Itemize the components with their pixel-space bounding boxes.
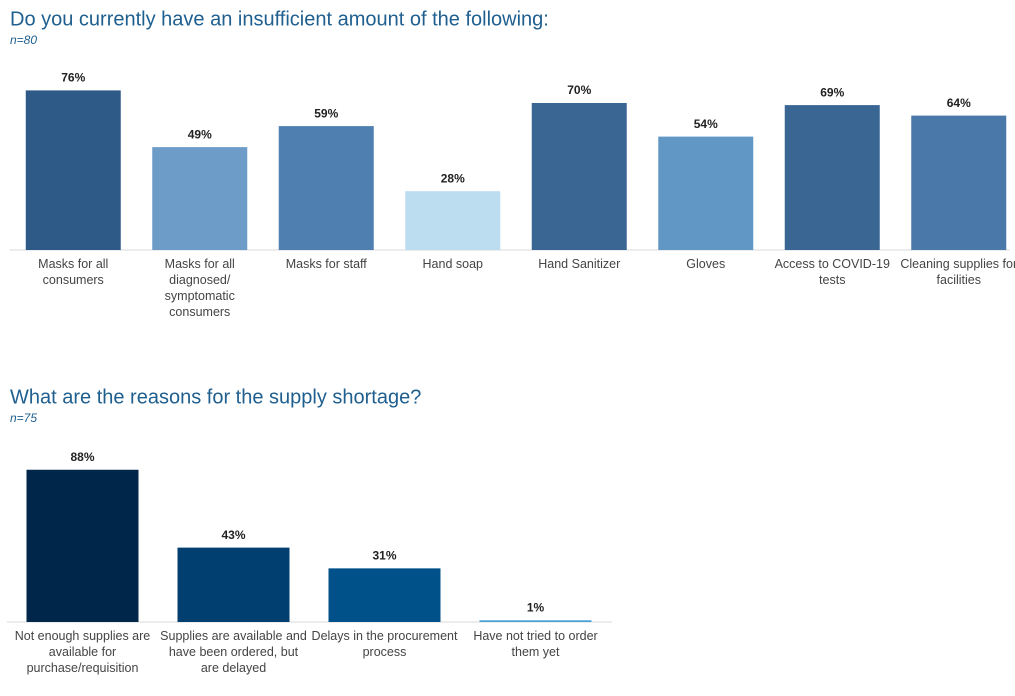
category-label: Have not tried to order them yet [473,629,598,659]
bar [658,136,754,250]
category-label: Not enough supplies are available for pu… [14,629,151,675]
value-label: 88% [70,450,94,464]
category-label-box: Supplies are available and have been ord… [160,629,307,675]
category-label-box: Hand Sanitizer [538,257,621,271]
value-label: 28% [441,171,465,185]
chart-title: What are the reasons for the supply shor… [10,386,421,408]
chart-title: Do you currently have an insufficient am… [10,8,549,30]
bar [784,105,880,250]
value-label: 76% [61,71,85,85]
bar [405,191,501,250]
value-label: 54% [694,117,718,131]
bar [479,620,592,622]
category-label: Supplies are available and have been ord… [160,629,307,675]
category-label-box: Masks for all diagnosed/ symptomatic con… [164,257,235,319]
category-label: Delays in the procurement process [311,629,458,659]
value-label: 70% [567,83,591,97]
category-label-box: Have not tried to order them yet [473,629,598,659]
bar [25,90,121,251]
chart-subtitle: n=80 [10,33,37,47]
value-label: 64% [947,96,971,110]
category-label: Access to COVID-19 tests [774,257,890,287]
category-label: Masks for all consumers [38,257,109,287]
bar [152,147,248,250]
bar [531,103,627,250]
category-label: Gloves [686,257,726,271]
value-label: 43% [221,528,245,542]
category-label-box: Masks for all consumers [38,257,109,287]
value-label: 69% [820,85,844,99]
value-label: 49% [188,127,212,141]
category-label: Masks for staff [285,257,367,271]
bar [26,469,139,622]
category-label-box: Not enough supplies are available for pu… [14,629,151,675]
bar [328,568,441,622]
category-label-box: Hand soap [422,257,483,271]
category-label: Hand soap [422,257,483,271]
category-label-box: Delays in the procurement process [311,629,458,659]
bar [911,115,1007,250]
bar [177,547,290,622]
category-label-box: Cleaning supplies for facilities [900,257,1015,287]
category-label-box: Masks for staff [285,257,367,271]
category-label-box: Access to COVID-19 tests [774,257,890,287]
value-label: 59% [314,106,338,120]
category-label: Hand Sanitizer [538,257,621,271]
chart-subtitle: n=75 [10,411,37,425]
value-label: 31% [372,549,396,563]
value-label: 1% [527,600,545,614]
category-label: Masks for all diagnosed/ symptomatic con… [164,257,235,319]
bar [278,126,374,250]
category-label: Cleaning supplies for facilities [900,257,1015,287]
category-label-box: Gloves [686,257,726,271]
